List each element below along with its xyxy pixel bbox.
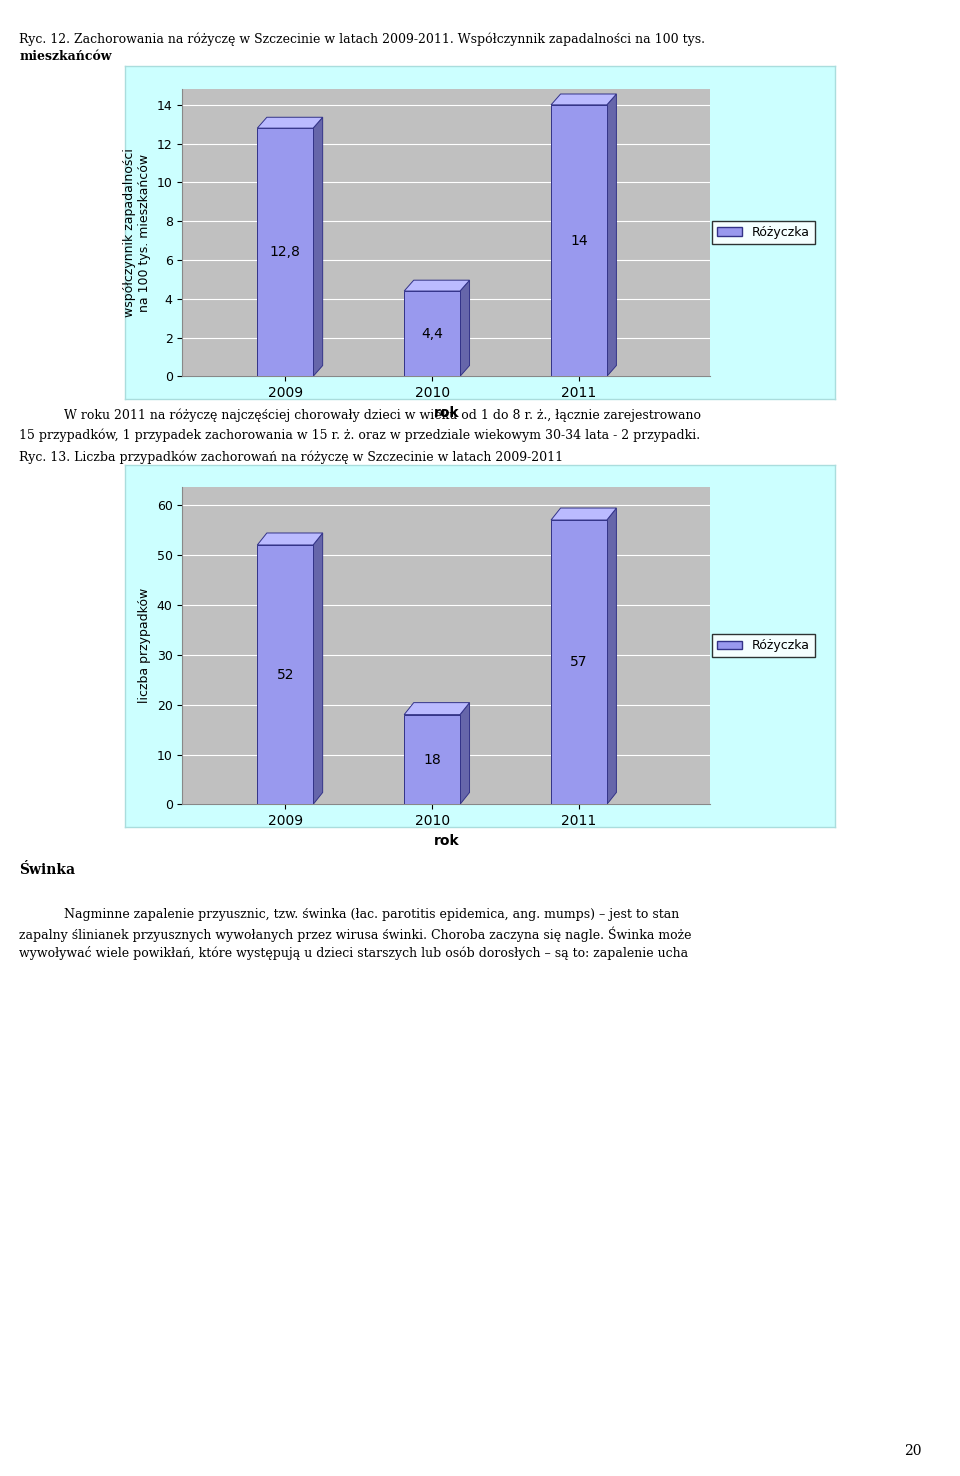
Polygon shape [404, 280, 469, 291]
Text: wywoływać wiele powikłań, które występują u dzieci starszych lub osób dorosłych : wywoływać wiele powikłań, które występuj… [19, 946, 688, 959]
Polygon shape [551, 94, 616, 105]
Polygon shape [257, 545, 313, 804]
Text: Nagminne zapalenie przyusznic, tzw. świnka (łac. parotitis epidemica, ang. mumps: Nagminne zapalenie przyusznic, tzw. świn… [48, 908, 680, 921]
Text: Ryc. 12. Zachorowania na różyczę w Szczecinie w latach 2009-2011. Współczynnik z: Ryc. 12. Zachorowania na różyczę w Szcze… [19, 32, 706, 46]
Text: 20: 20 [904, 1445, 922, 1458]
Polygon shape [257, 533, 323, 545]
Y-axis label: liczba przypadków: liczba przypadków [138, 587, 151, 704]
Text: 12,8: 12,8 [270, 245, 300, 260]
Polygon shape [607, 508, 616, 804]
Legend: Różyczka: Różyczka [711, 221, 815, 244]
Polygon shape [313, 533, 323, 804]
Polygon shape [551, 508, 616, 520]
Polygon shape [551, 105, 607, 376]
Text: zapalny ślinianek przyusznych wywołanych przez wirusa świnki. Choroba zaczyna si: zapalny ślinianek przyusznych wywołanych… [19, 927, 692, 943]
Text: 18: 18 [423, 753, 441, 766]
Text: Ryc. 13. Liczba przypadków zachorowań na różyczę w Szczecinie w latach 2009-2011: Ryc. 13. Liczba przypadków zachorowań na… [19, 450, 564, 463]
X-axis label: rok: rok [434, 834, 459, 847]
Text: mieszkańców: mieszkańców [19, 50, 111, 63]
Polygon shape [404, 291, 460, 376]
Polygon shape [460, 703, 469, 804]
Polygon shape [607, 94, 616, 376]
Text: W roku 2011 na różyczę najczęściej chorowały dzieci w wieku od 1 do 8 r. ż., łąc: W roku 2011 na różyczę najczęściej choro… [48, 409, 701, 422]
Text: 4,4: 4,4 [421, 326, 443, 341]
Polygon shape [257, 117, 323, 128]
Text: 57: 57 [570, 655, 588, 669]
Polygon shape [404, 703, 469, 714]
Text: 52: 52 [276, 667, 294, 682]
Polygon shape [551, 520, 607, 804]
Legend: Różyczka: Różyczka [711, 635, 815, 657]
Text: 15 przypadków, 1 przypadek zachorowania w 15 r. ż. oraz w przedziale wiekowym 30: 15 przypadków, 1 przypadek zachorowania … [19, 428, 701, 441]
X-axis label: rok: rok [434, 406, 459, 419]
Polygon shape [313, 117, 323, 376]
Polygon shape [257, 128, 313, 376]
Polygon shape [460, 280, 469, 376]
Y-axis label: współczynnik zapadalności
na 100 tys. mieszkańców: współczynnik zapadalności na 100 tys. mi… [123, 148, 152, 317]
Text: Świnka: Świnka [19, 863, 75, 877]
Text: 14: 14 [570, 233, 588, 248]
Polygon shape [404, 714, 460, 804]
